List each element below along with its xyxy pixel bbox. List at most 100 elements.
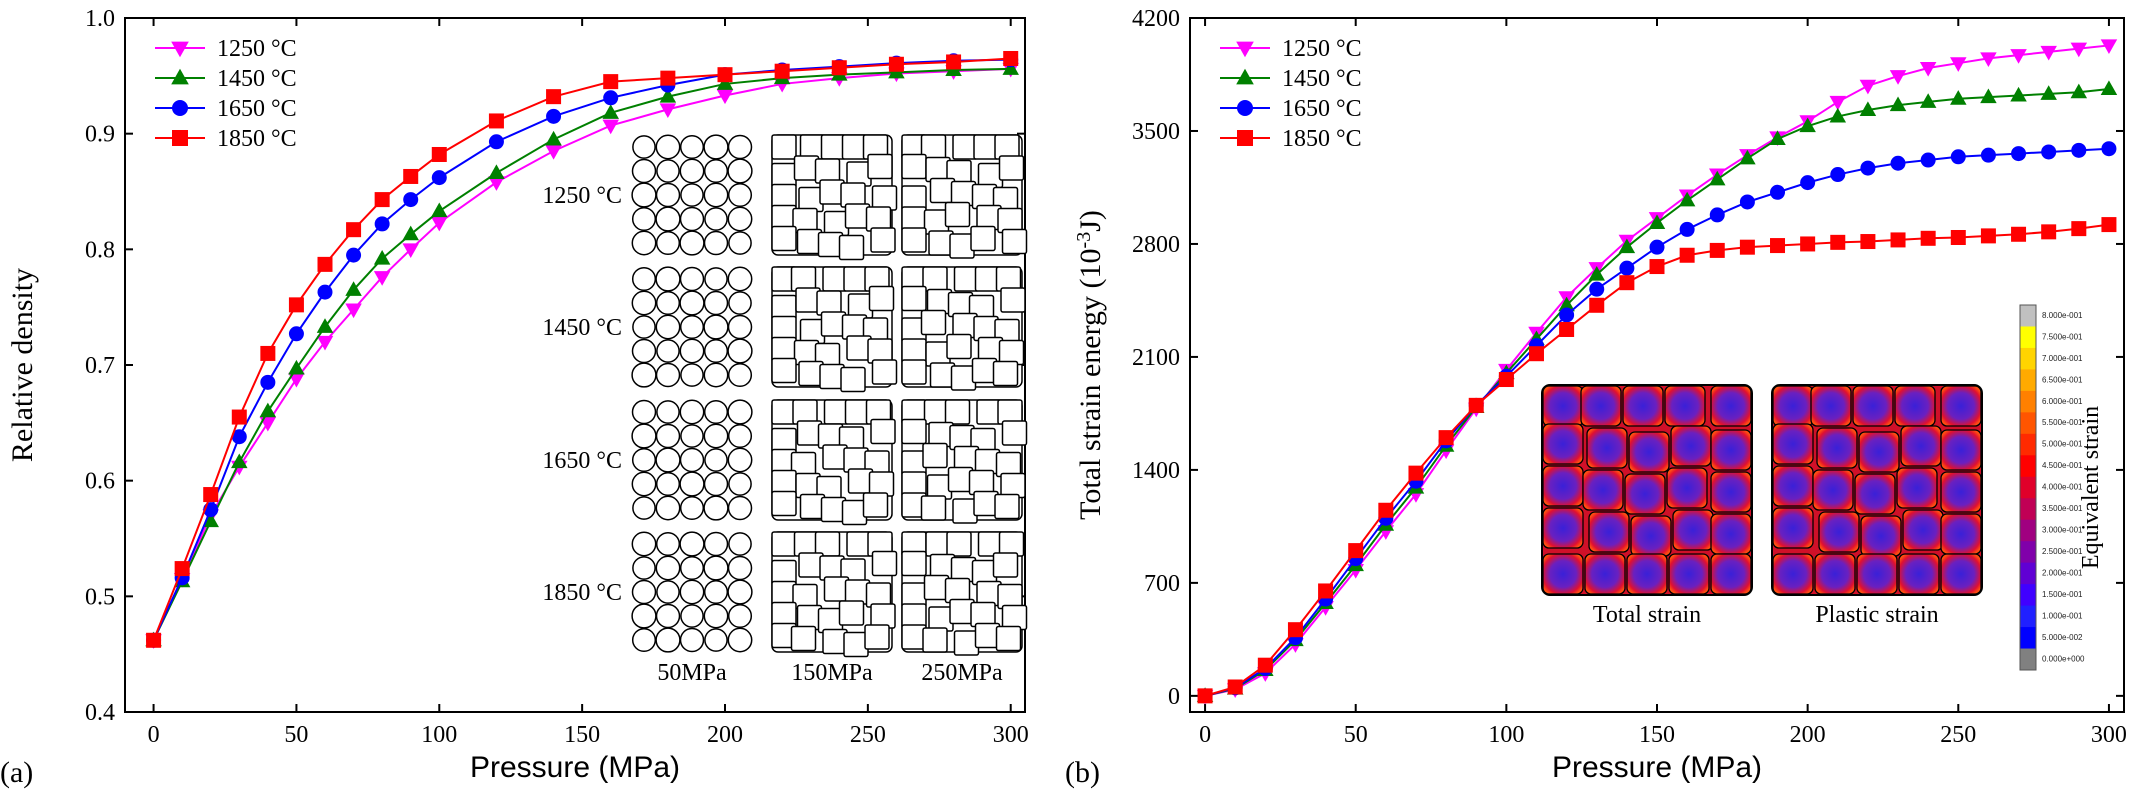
data-point bbox=[1860, 234, 1876, 250]
data-point bbox=[373, 271, 391, 286]
x-tick-label: 0 bbox=[1199, 722, 1211, 748]
colorbar-segment bbox=[2020, 584, 2036, 607]
y-tick-label: 0.6 bbox=[85, 469, 115, 495]
grain bbox=[946, 531, 972, 557]
strain-grain bbox=[1542, 465, 1584, 507]
grain bbox=[656, 339, 680, 363]
grain bbox=[655, 362, 681, 388]
data-point bbox=[1829, 107, 1847, 123]
grain bbox=[631, 579, 657, 605]
grain bbox=[838, 234, 865, 261]
grain bbox=[655, 471, 681, 497]
data-point bbox=[774, 63, 790, 79]
grain bbox=[727, 338, 753, 364]
legend-marker bbox=[172, 130, 188, 146]
grain bbox=[1000, 287, 1026, 313]
grain bbox=[631, 471, 657, 497]
strain-grain bbox=[1812, 469, 1854, 511]
data-point bbox=[1709, 170, 1726, 186]
y-tick-label: 0.5 bbox=[85, 584, 115, 610]
grain bbox=[771, 531, 797, 557]
grain bbox=[901, 227, 927, 253]
colorbar-tick-label: 3.500e-001 bbox=[2042, 504, 2083, 513]
grain bbox=[656, 400, 680, 424]
data-point bbox=[260, 345, 276, 361]
grain bbox=[655, 447, 681, 473]
colorbar-tick-label: 4.000e-001 bbox=[2042, 483, 2083, 492]
data-point bbox=[1920, 230, 1936, 246]
strain-grain bbox=[1628, 431, 1670, 473]
total-strain-map bbox=[1541, 384, 1753, 596]
grain bbox=[727, 266, 753, 292]
grain bbox=[679, 495, 705, 521]
grain bbox=[1001, 420, 1028, 446]
y-tick-label: 700 bbox=[1144, 571, 1180, 597]
x-axis-label: Pressure (MPa) bbox=[470, 751, 680, 784]
grain bbox=[679, 579, 705, 605]
legend-label: 1850 °C bbox=[217, 126, 297, 152]
strain-grain bbox=[1584, 553, 1626, 595]
data-point bbox=[1257, 657, 1273, 673]
data-point bbox=[1227, 679, 1243, 695]
data-point bbox=[1559, 307, 1575, 323]
strain-grain bbox=[1814, 553, 1856, 595]
y-tick-label: 0.8 bbox=[85, 237, 115, 263]
strain-grain bbox=[1664, 385, 1706, 427]
x-tick-label: 250 bbox=[850, 722, 886, 748]
y-tick-label: 3500 bbox=[1132, 119, 1180, 145]
grain bbox=[680, 183, 704, 207]
data-point bbox=[1769, 130, 1786, 146]
map-caption: Plastic strain bbox=[1815, 602, 1938, 628]
inset-col-label: 50MPa bbox=[657, 660, 727, 686]
inset-strain-maps: Total strain Plastic strain 8.000e-001 7.50… bbox=[1541, 304, 2104, 671]
data-point bbox=[602, 119, 619, 135]
inset-col-label: 150MPa bbox=[791, 660, 873, 686]
data-point bbox=[1588, 265, 1605, 281]
colorbar-frame bbox=[2019, 304, 2037, 671]
data-point bbox=[288, 359, 305, 375]
data-point bbox=[2070, 83, 2088, 99]
grain bbox=[655, 230, 681, 256]
strain-grain bbox=[1900, 425, 1942, 467]
grain bbox=[631, 362, 657, 388]
grain bbox=[995, 625, 1022, 652]
micro-cell bbox=[771, 134, 898, 261]
data-point bbox=[2100, 80, 2118, 96]
strain-grain bbox=[1772, 465, 1814, 507]
data-point bbox=[288, 326, 304, 342]
data-point bbox=[1770, 184, 1786, 200]
map-caption: Total strain bbox=[1593, 602, 1701, 628]
grain bbox=[704, 448, 728, 472]
y-tick-label: 2800 bbox=[1132, 232, 1180, 258]
grain bbox=[704, 628, 728, 652]
data-point bbox=[1348, 543, 1364, 559]
data-point bbox=[2101, 217, 2117, 233]
data-point bbox=[402, 225, 419, 241]
strain-grain bbox=[1816, 427, 1858, 469]
data-point bbox=[1980, 88, 1997, 104]
grain bbox=[1001, 228, 1028, 255]
grain bbox=[944, 201, 971, 228]
colorbar-segment bbox=[2020, 476, 2036, 499]
panel-label: (b) bbox=[1065, 756, 1100, 789]
grain bbox=[868, 285, 895, 312]
grain bbox=[727, 555, 753, 581]
grain bbox=[655, 314, 681, 340]
data-point bbox=[1287, 622, 1303, 638]
grain bbox=[655, 531, 681, 557]
colorbar-segment bbox=[2020, 519, 2036, 542]
grain bbox=[631, 230, 657, 256]
strain-grain bbox=[1772, 507, 1814, 549]
grain bbox=[901, 418, 927, 445]
data-point bbox=[716, 75, 734, 90]
grain bbox=[922, 627, 948, 653]
grain bbox=[862, 492, 889, 518]
data-point bbox=[203, 487, 219, 503]
colorbar-segment bbox=[2020, 627, 2036, 650]
micro-cell bbox=[901, 134, 1028, 259]
data-point bbox=[1859, 101, 1877, 116]
colorbar-tick-label: 5.500e-001 bbox=[2042, 418, 2083, 427]
strain-grain bbox=[1588, 511, 1630, 553]
grain bbox=[771, 134, 797, 160]
micro-cell bbox=[771, 531, 898, 658]
